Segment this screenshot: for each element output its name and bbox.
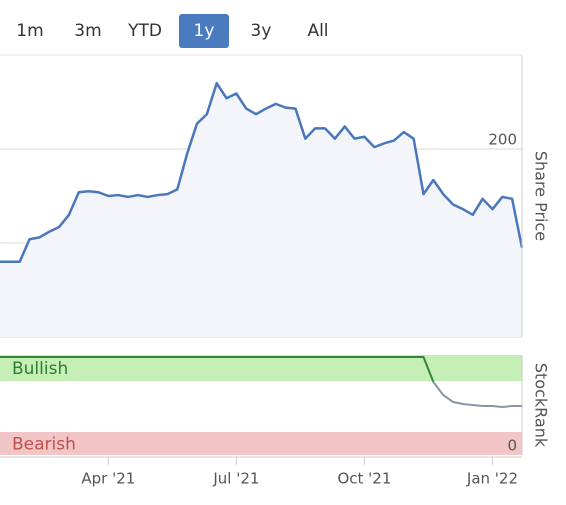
rank-line [501,405,514,408]
range-button[interactable]: 3y [251,21,272,41]
rank-line [461,403,474,406]
price-line [0,81,524,264]
y-tick-label: 0 [507,437,517,455]
range-button[interactable]: 3m [74,21,101,41]
rank-line [422,356,435,383]
range-button[interactable]: 1y [194,21,215,41]
band [0,432,522,455]
x-tick-label: Jul '21 [212,470,259,488]
x-tick-label: Jan '22 [466,470,518,488]
rank-line [452,401,464,405]
range-button[interactable]: 1m [16,21,43,41]
rank-line [471,404,484,407]
y-tick-label: 200 [488,131,517,149]
rank-line [432,381,445,396]
range-button-active[interactable] [179,14,229,48]
band-label: Bullish [12,359,68,379]
band [0,355,522,381]
band-label: Bearish [12,435,76,455]
axis-title: StockRank [532,363,551,448]
range-button[interactable]: YTD [127,21,162,41]
range-button[interactable]: All [307,21,328,41]
price-area [0,83,522,337]
x-tick-label: Oct '21 [337,470,391,488]
x-tick-label: Apr '21 [81,470,135,488]
rank-line [491,405,504,408]
rank-line [442,394,455,403]
axis-title: Share Price [532,151,551,241]
